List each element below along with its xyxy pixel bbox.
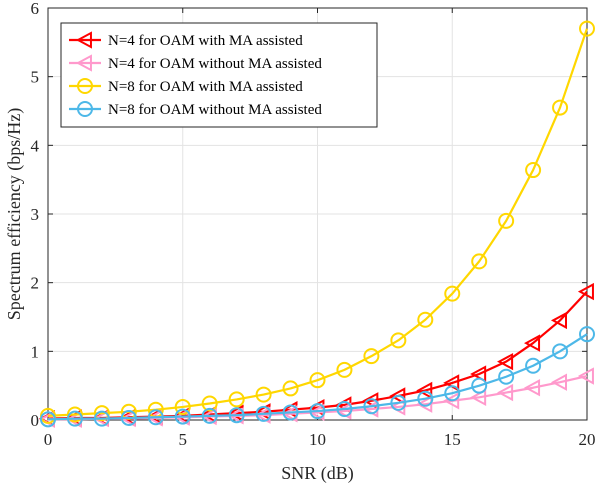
data-point [579,326,595,343]
data-point [309,372,326,389]
data-point [550,373,567,391]
legend-entry-label: N=8 for OAM with MA assisted [108,79,303,95]
y-tick-label: 5 [31,68,40,87]
data-point [282,380,299,397]
x-tick-label: 0 [44,430,53,449]
data-point [390,394,407,411]
y-tick-label: 4 [31,136,40,155]
data-point [552,99,569,116]
y-axis-label: Spectrum efficiency (bps/Hz) [4,108,25,321]
series-line [47,28,589,417]
data-point [470,365,487,383]
data-point [93,410,110,427]
legend: N=4 for OAM with MA assisted N=4 for OAM … [60,22,378,128]
data-point [174,398,191,415]
data-point [363,348,380,365]
y-tick-label: 6 [31,0,40,18]
data-point [362,392,379,410]
data-point [552,343,569,360]
series-4 [40,326,595,428]
series-line [47,333,588,421]
data-point [201,395,218,412]
x-tick-label: 5 [179,430,188,449]
data-point [498,368,515,385]
series-group [38,20,595,428]
data-point [40,411,56,428]
data-point [336,361,353,378]
data-point [523,334,541,352]
legend-entry-label: N=8 for OAM without MA assisted [108,102,322,118]
x-tick-label: 10 [309,430,326,449]
data-point [444,285,461,302]
x-axis-label: SNR (dB) [281,463,354,484]
data-point [416,395,433,413]
data-point [93,405,110,422]
x-tick-label: 20 [579,430,596,449]
legend-swatch-marker [77,101,93,117]
data-point [525,357,542,374]
data-point [120,409,137,426]
y-tick-label: 2 [31,274,40,293]
data-point [363,398,380,415]
data-point [255,405,272,422]
data-point [525,162,542,179]
data-point [390,332,407,349]
legend-entry-label: N=4 for OAM with MA assisted [108,33,303,49]
data-point [523,379,541,397]
data-point [577,282,594,301]
y-tick-label: 3 [31,205,40,224]
data-point [174,408,191,425]
legend-swatch-marker [75,31,92,49]
data-point [416,381,433,400]
data-point [309,403,326,420]
data-point [550,311,567,330]
data-point [389,387,406,405]
data-point [497,352,514,371]
data-point [470,388,487,407]
y-tick-label: 1 [31,342,40,361]
data-point [471,377,488,394]
data-point [336,401,353,418]
data-point [444,385,461,402]
legend-entry-label: N=4 for OAM without MA assisted [108,56,322,72]
data-point [577,367,594,385]
data-point [66,406,83,423]
data-point [201,407,218,424]
data-point [417,311,434,328]
legend-swatch-marker [75,54,92,72]
data-point [498,212,515,229]
series-3 [40,20,595,424]
data-point [471,253,488,270]
data-point [147,409,164,426]
data-point [417,390,434,407]
data-point [228,391,245,408]
data-point [443,392,460,410]
legend-swatch-marker [77,78,93,94]
data-point [66,410,83,427]
x-tick-label: 15 [444,430,461,449]
y-tick-label: 0 [31,411,40,430]
data-point [282,404,299,421]
data-point [497,383,514,402]
data-point [228,407,245,424]
legend-box [60,22,378,128]
data-point [579,20,595,37]
data-point [255,386,272,403]
